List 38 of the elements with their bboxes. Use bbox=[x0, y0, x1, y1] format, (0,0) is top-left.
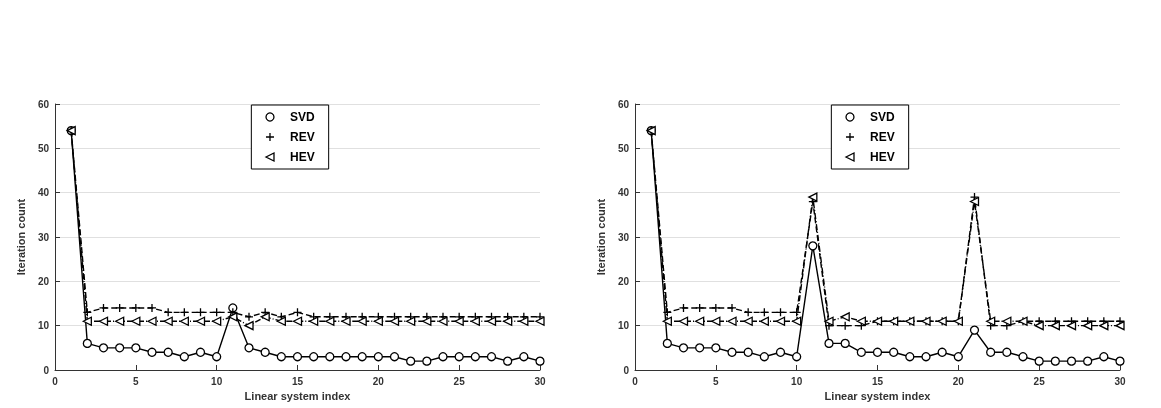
y-tick-label: 40 bbox=[617, 187, 630, 199]
x-tick-label: 15 bbox=[291, 375, 304, 387]
y-tick-label: 60 bbox=[617, 98, 630, 110]
legend-label: REV bbox=[289, 130, 315, 144]
y-tick-label: 0 bbox=[43, 364, 50, 376]
x-tick-label: 30 bbox=[534, 375, 546, 387]
y-axis-title: Iteration count bbox=[595, 198, 608, 276]
y-tick-label: 20 bbox=[617, 275, 630, 287]
x-axis-title: Linear system index bbox=[244, 390, 352, 403]
y-tick-label: 20 bbox=[37, 275, 50, 287]
x-tick-label: 20 bbox=[372, 375, 385, 387]
x-tick-label: 0 bbox=[52, 375, 59, 387]
y-tick-label: 10 bbox=[37, 320, 50, 332]
y-tick-label: 50 bbox=[617, 142, 630, 154]
legend-label: HEV bbox=[289, 150, 315, 164]
x-tick-label: 30 bbox=[1114, 375, 1126, 387]
y-tick-label: 30 bbox=[617, 231, 630, 243]
y-tick-label: 50 bbox=[37, 142, 50, 154]
y-tick-label: 10 bbox=[617, 320, 630, 332]
x-tick-label: 20 bbox=[952, 375, 965, 387]
y-tick-label: 40 bbox=[37, 187, 50, 199]
x-tick-label: 5 bbox=[133, 375, 140, 387]
x-tick-label: 0 bbox=[632, 375, 639, 387]
x-axis-title: Linear system index bbox=[824, 390, 932, 403]
y-tick-label: 60 bbox=[37, 98, 50, 110]
x-tick-label: 10 bbox=[211, 375, 223, 387]
y-tick-label: 0 bbox=[623, 364, 630, 376]
legend-label: SVD bbox=[869, 110, 895, 124]
legend-label: HEV bbox=[869, 150, 895, 164]
y-tick-label: 30 bbox=[37, 231, 50, 243]
legend-label: SVD bbox=[289, 110, 315, 124]
legend-label: REV bbox=[869, 130, 895, 144]
x-tick-label: 25 bbox=[453, 375, 466, 387]
x-tick-label: 25 bbox=[1033, 375, 1046, 387]
y-axis-title: Iteration count bbox=[15, 198, 28, 276]
x-tick-label: 5 bbox=[713, 375, 720, 387]
x-tick-label: 15 bbox=[871, 375, 884, 387]
x-tick-label: 10 bbox=[791, 375, 803, 387]
